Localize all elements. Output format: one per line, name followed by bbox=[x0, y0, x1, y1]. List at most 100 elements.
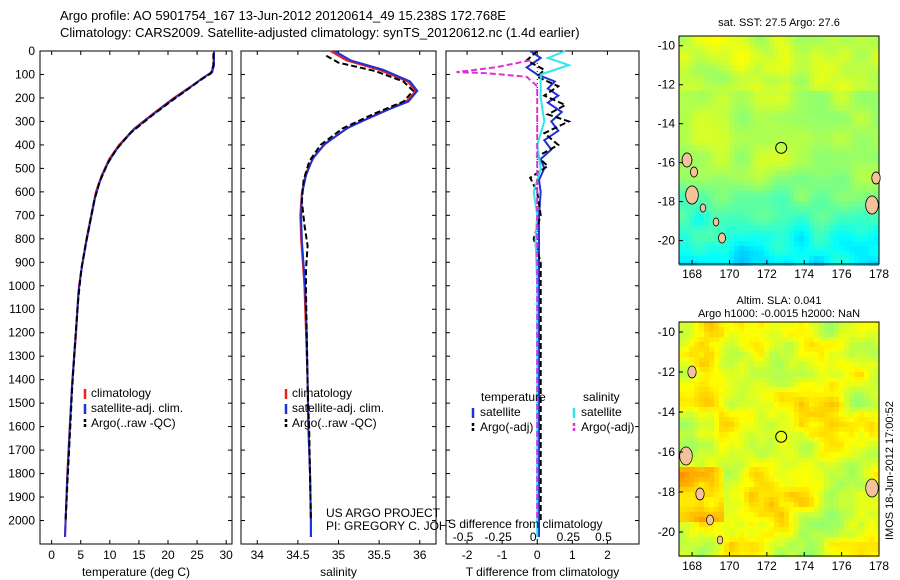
map-cell bbox=[744, 527, 749, 532]
map-cell bbox=[704, 131, 709, 136]
map-cell bbox=[824, 226, 829, 231]
map-cell bbox=[779, 372, 784, 377]
map-cell bbox=[809, 547, 814, 552]
map-cell bbox=[814, 226, 819, 231]
map-cell bbox=[789, 422, 794, 427]
map-cell bbox=[809, 241, 814, 246]
map-cell bbox=[729, 36, 734, 41]
map-cell bbox=[839, 216, 844, 221]
map-cell bbox=[799, 457, 804, 462]
map-cell bbox=[724, 487, 729, 492]
map-cell bbox=[789, 427, 794, 432]
map-cell bbox=[834, 532, 839, 537]
map-cell bbox=[714, 397, 719, 402]
map-cell bbox=[694, 397, 699, 402]
map-cell bbox=[799, 81, 804, 86]
map-cell bbox=[814, 437, 819, 442]
map-cell bbox=[849, 442, 854, 447]
map-cell bbox=[714, 131, 719, 136]
map-cell bbox=[699, 372, 704, 377]
map-cell bbox=[769, 116, 774, 121]
map-cell bbox=[824, 106, 829, 111]
map-cell bbox=[729, 86, 734, 91]
map-cell bbox=[804, 517, 809, 522]
map-cell bbox=[704, 246, 709, 251]
map-cell bbox=[844, 241, 849, 246]
map-cell bbox=[744, 101, 749, 106]
map-cell bbox=[754, 231, 759, 236]
map-cell bbox=[839, 36, 844, 41]
map-cell bbox=[699, 507, 704, 512]
map-cell bbox=[769, 487, 774, 492]
map-cell bbox=[724, 402, 729, 407]
map-cell bbox=[799, 96, 804, 101]
map-cell bbox=[739, 81, 744, 86]
map-cell bbox=[829, 176, 834, 181]
map-cell bbox=[774, 492, 779, 497]
y-tick-label: 1700 bbox=[8, 443, 35, 457]
map-cell bbox=[859, 497, 864, 502]
map-cell bbox=[874, 236, 879, 241]
map-cell bbox=[824, 151, 829, 156]
map-cell bbox=[699, 447, 704, 452]
map-cell bbox=[724, 552, 729, 557]
map-cell bbox=[864, 552, 869, 557]
y-tick-label: 1400 bbox=[8, 373, 35, 387]
map-cell bbox=[724, 342, 729, 347]
map-cell bbox=[849, 377, 854, 382]
map-cell bbox=[824, 91, 829, 96]
map-cell bbox=[779, 216, 784, 221]
legend-label: climatology bbox=[91, 386, 151, 400]
map-cell bbox=[719, 322, 724, 327]
x-tick-label: 34 bbox=[251, 548, 265, 562]
map-cell bbox=[809, 422, 814, 427]
map-cell bbox=[839, 131, 844, 136]
map-cell bbox=[814, 377, 819, 382]
map-cell bbox=[804, 357, 809, 362]
map-cell bbox=[874, 36, 879, 41]
map-cell bbox=[854, 236, 859, 241]
map-cell bbox=[869, 236, 874, 241]
map-cell bbox=[829, 507, 834, 512]
map-cell bbox=[684, 236, 689, 241]
y-tick-label: 1300 bbox=[8, 349, 35, 363]
map-cell bbox=[729, 432, 734, 437]
map-cell bbox=[719, 387, 724, 392]
map-cell bbox=[759, 151, 764, 156]
map-cell bbox=[784, 412, 789, 417]
map-cell bbox=[849, 76, 854, 81]
map-cell bbox=[739, 211, 744, 216]
map-cell bbox=[854, 387, 859, 392]
map-cell bbox=[744, 186, 749, 191]
map-cell bbox=[824, 437, 829, 442]
map-cell bbox=[859, 402, 864, 407]
map-cell bbox=[794, 256, 799, 261]
map-cell bbox=[829, 522, 834, 527]
map-cell bbox=[779, 81, 784, 86]
map-cell bbox=[834, 547, 839, 552]
map-cell bbox=[714, 477, 719, 482]
map-cell bbox=[754, 86, 759, 91]
map-cell bbox=[799, 61, 804, 66]
map-cell bbox=[824, 191, 829, 196]
map-cell bbox=[834, 382, 839, 387]
map-cell bbox=[874, 447, 879, 452]
map-cell bbox=[744, 146, 749, 151]
map-cell bbox=[874, 211, 879, 216]
map-cell bbox=[779, 412, 784, 417]
map-cell bbox=[804, 181, 809, 186]
map-cell bbox=[679, 131, 684, 136]
map-cell bbox=[749, 337, 754, 342]
map-cell bbox=[824, 412, 829, 417]
map-cell bbox=[684, 387, 689, 392]
map-cell bbox=[689, 472, 694, 477]
map-cell bbox=[819, 186, 824, 191]
map-cell bbox=[844, 66, 849, 71]
map-cell bbox=[724, 246, 729, 251]
map-cell bbox=[804, 146, 809, 151]
map-cell bbox=[704, 372, 709, 377]
map-cell bbox=[874, 91, 879, 96]
map-cell bbox=[729, 422, 734, 427]
map-cell bbox=[769, 101, 774, 106]
map-cell bbox=[699, 111, 704, 116]
